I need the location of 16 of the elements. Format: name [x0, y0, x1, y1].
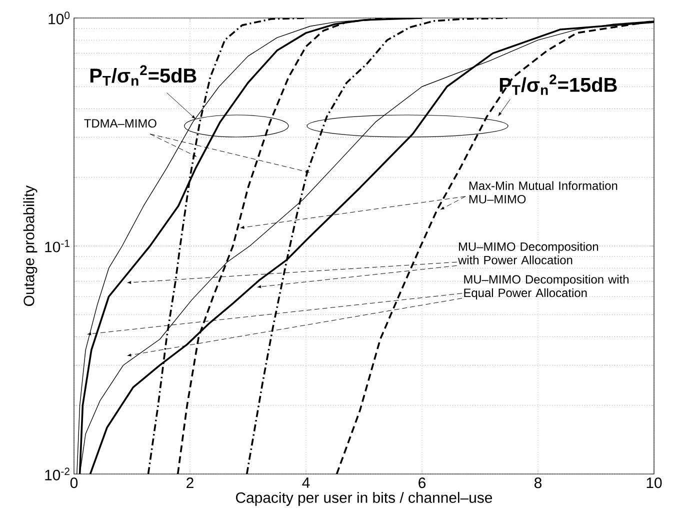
- annotation: Max-Min Mutual Information MU–MIMO: [469, 181, 618, 204]
- y-tick-label: 10$^{0}$: [48, 12, 70, 24]
- annotation: TDMA–MIMO: [84, 119, 156, 128]
- x-tick-label: 6: [418, 478, 426, 488]
- x-tick-label: 4: [302, 478, 310, 488]
- x-tick-label: 10: [646, 478, 662, 488]
- y-axis-title: Outage probability: [23, 185, 38, 306]
- x-axis-title: Capacity per user in bits / channel–use: [236, 492, 492, 506]
- y-tick-label: 10$^{-1}$: [45, 240, 70, 252]
- y-tick-label: 10$^{-2}$: [45, 468, 70, 480]
- annotation: MU–MIMO Decomposition with Power Allocation: [458, 242, 598, 264]
- x-tick-label: 8: [534, 478, 542, 488]
- x-tick-label: 2: [186, 478, 194, 488]
- x-tick-label: 0: [70, 478, 78, 488]
- annotation: MU–MIMO Decomposition with Equal Power Allocation: [464, 274, 629, 300]
- annotation: P$_{T}$/σ$_{n}$$^{2}$=5dB: [90, 65, 196, 86]
